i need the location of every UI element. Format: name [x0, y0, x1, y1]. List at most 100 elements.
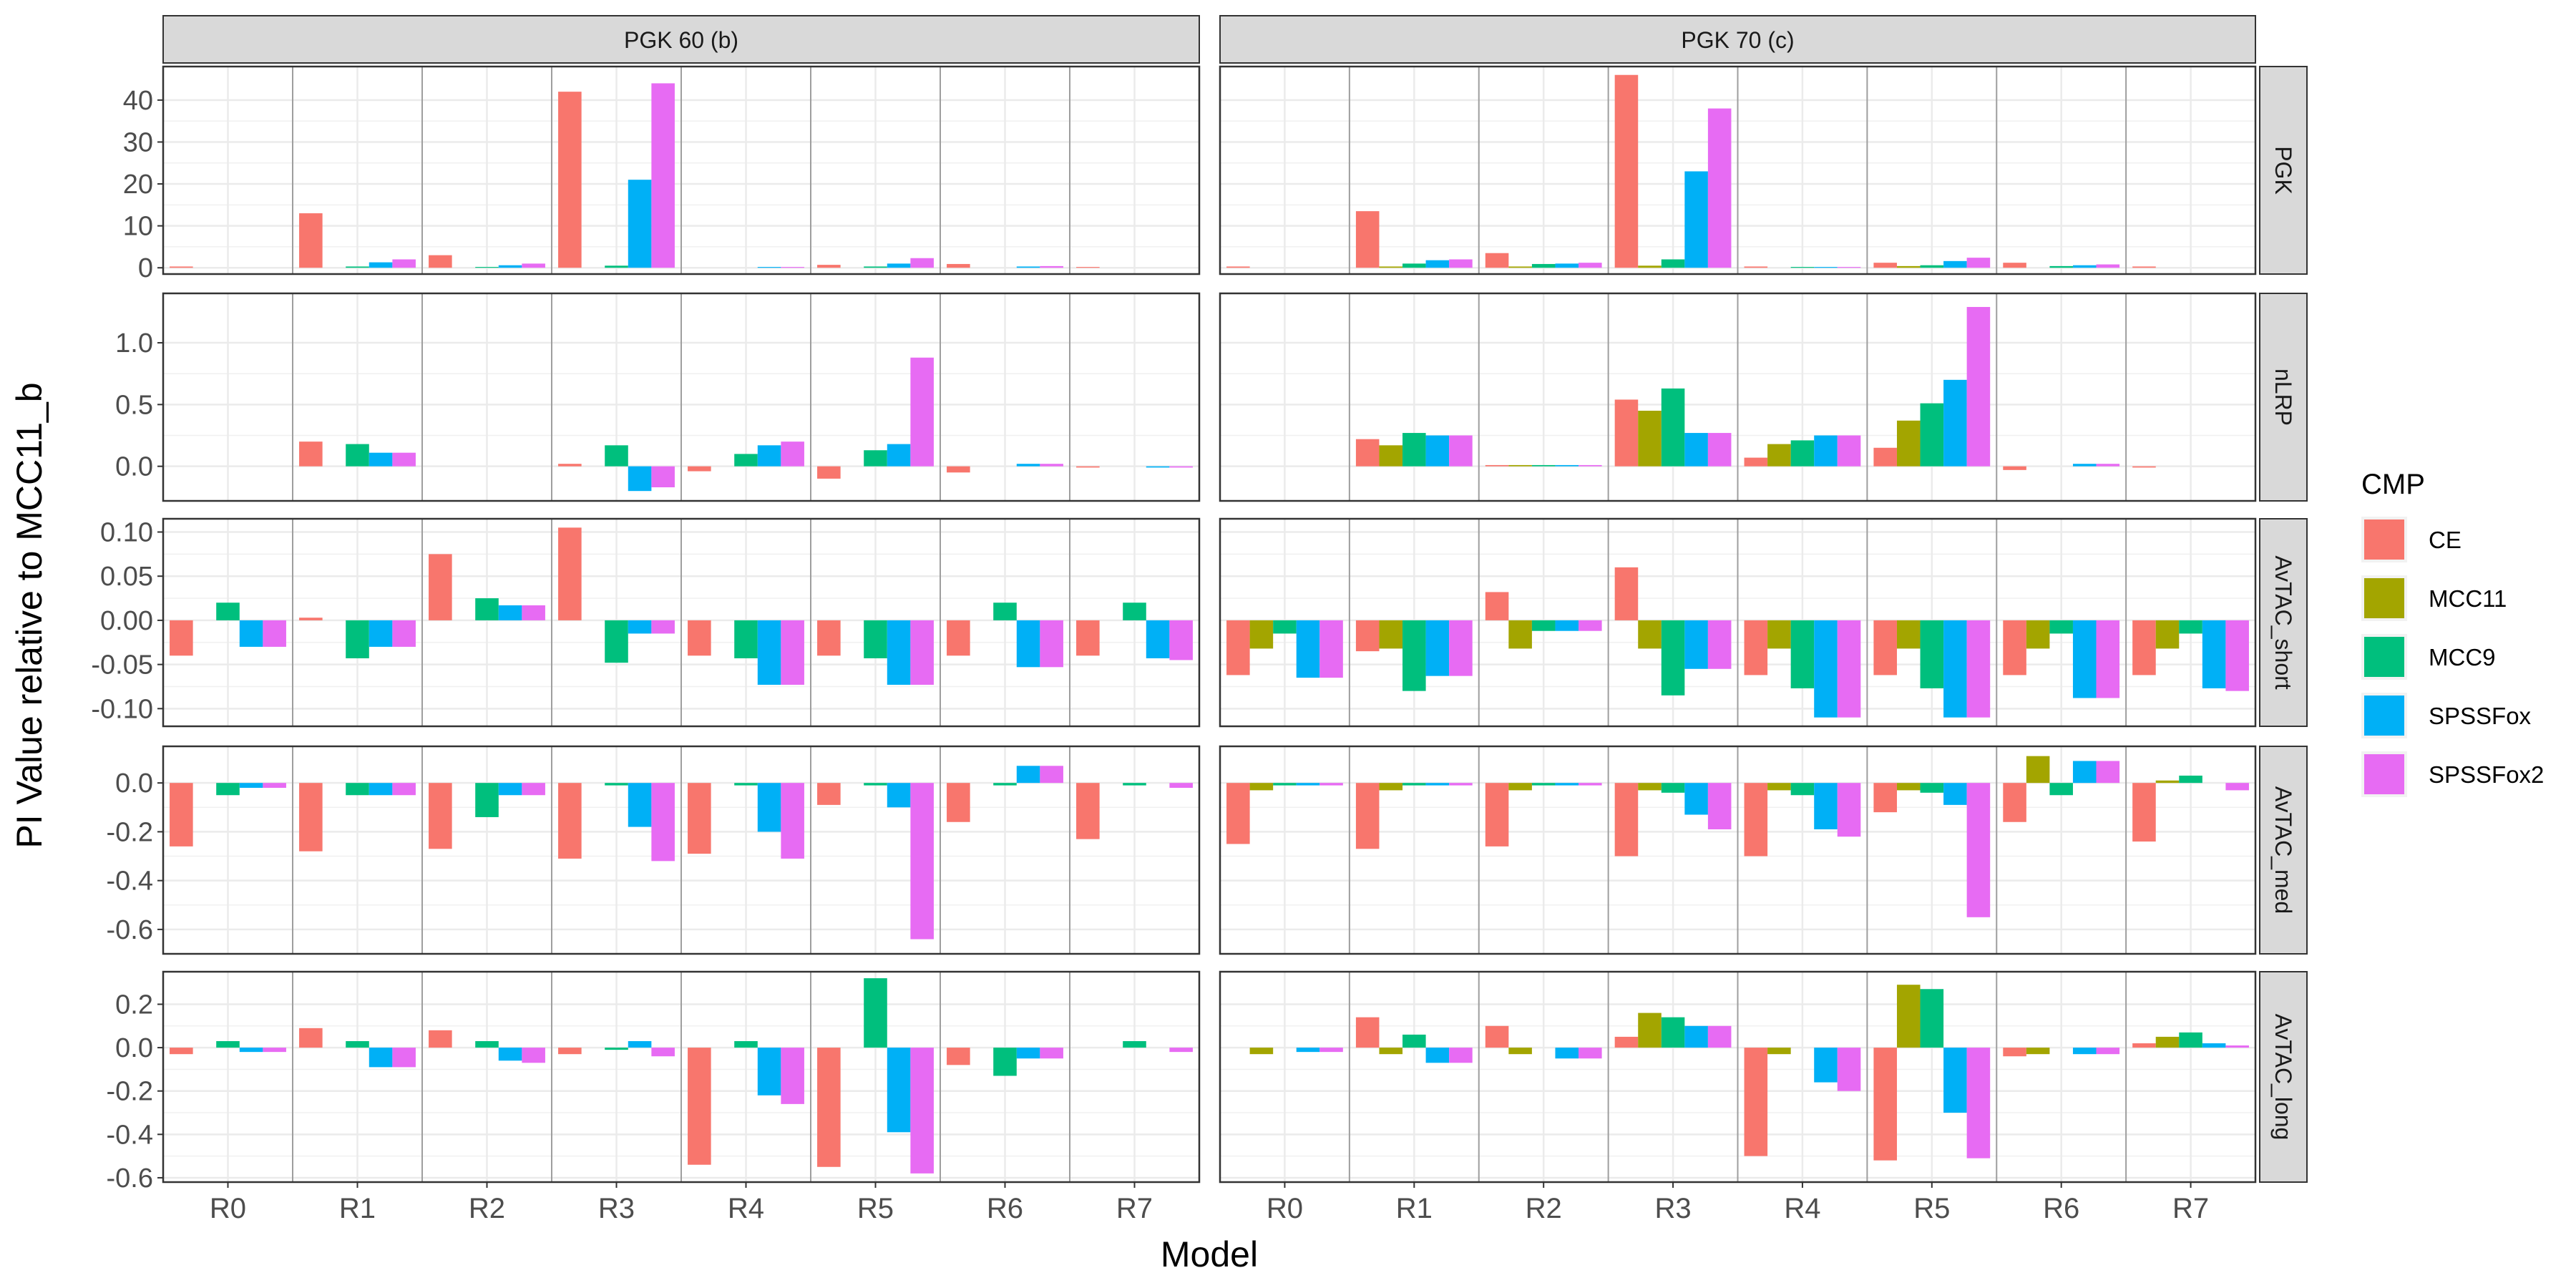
bar	[1249, 783, 1274, 791]
bar	[1485, 592, 1509, 620]
bar	[1319, 1048, 1343, 1053]
panel	[162, 970, 1201, 1184]
bar	[1076, 267, 1100, 268]
bar	[170, 620, 193, 656]
bar	[817, 265, 841, 268]
bar	[1943, 260, 1967, 268]
bar	[346, 266, 369, 268]
bar	[1016, 1048, 1040, 1059]
bar	[628, 620, 652, 634]
bar	[2049, 265, 2073, 268]
panel	[1219, 970, 2257, 1184]
bar	[2179, 620, 2202, 634]
facet-strip-row-label: AvTAC_short	[2270, 555, 2296, 689]
bar	[2049, 783, 2073, 796]
bar	[651, 783, 675, 862]
x-tick-label: R3	[1654, 1193, 1691, 1224]
bar	[369, 1048, 393, 1068]
bar	[2155, 1036, 2180, 1048]
bar	[1226, 266, 1250, 268]
panel	[1219, 65, 2257, 275]
x-tick-label: R1	[339, 1193, 376, 1224]
bar	[1896, 620, 1921, 649]
panel	[1219, 292, 2257, 502]
y-tick-label: -0.4	[107, 1120, 153, 1150]
bar	[1638, 620, 1662, 649]
bar	[1273, 783, 1297, 786]
bar	[1355, 1017, 1380, 1048]
bar	[392, 259, 416, 268]
bar	[1661, 1017, 1685, 1048]
bar	[1016, 266, 1040, 268]
bar	[1169, 466, 1193, 468]
bar	[369, 620, 393, 647]
legend-key	[2364, 578, 2404, 618]
x-tick-label: R7	[1116, 1193, 1153, 1224]
bar	[1814, 783, 1838, 829]
bar	[1920, 403, 1944, 467]
y-tick-label: 0.10	[100, 518, 153, 548]
bar	[1966, 1048, 1991, 1158]
bar	[2003, 1048, 2026, 1057]
bar	[1943, 379, 1967, 467]
bar	[1355, 620, 1380, 652]
bar	[757, 267, 781, 268]
legend-label: CE	[2429, 527, 2462, 553]
bar	[1169, 1048, 1193, 1053]
bar	[1402, 433, 1426, 467]
bar	[757, 783, 781, 832]
bar	[1661, 783, 1685, 793]
panel	[162, 65, 1201, 275]
bar	[1873, 1048, 1897, 1161]
bar	[2225, 620, 2249, 691]
bar	[346, 620, 369, 658]
bar	[1966, 783, 1991, 917]
bar	[1379, 783, 1403, 791]
bar	[1614, 1036, 1639, 1048]
bar	[1896, 783, 1921, 791]
bar	[2026, 756, 2050, 784]
bar	[605, 445, 628, 467]
bar	[864, 978, 887, 1048]
bar	[605, 783, 628, 786]
bar	[1661, 388, 1685, 467]
bar	[1146, 466, 1170, 468]
bar	[1837, 267, 1861, 268]
bar	[1425, 1048, 1450, 1063]
bar	[2132, 783, 2156, 842]
bar	[239, 1048, 263, 1053]
bar	[1814, 620, 1838, 718]
bar	[2225, 1045, 2249, 1048]
x-tick-label: R2	[1526, 1193, 1562, 1224]
bar	[1449, 259, 1473, 268]
x-tick-label: R5	[857, 1193, 894, 1224]
bar	[346, 783, 369, 796]
y-tick-label: 0	[138, 253, 153, 283]
bar	[781, 783, 804, 859]
bar	[1508, 783, 1532, 791]
bar	[392, 1048, 416, 1068]
bar	[299, 618, 323, 620]
bar	[475, 598, 499, 620]
bar	[392, 620, 416, 647]
bar	[651, 466, 675, 488]
bar	[2132, 466, 2156, 468]
bar	[1684, 620, 1708, 669]
bar	[1016, 766, 1040, 784]
legend-key	[2364, 519, 2404, 560]
bar	[2072, 464, 2097, 467]
bar	[1744, 266, 1768, 268]
bar	[864, 783, 887, 786]
bar	[1814, 267, 1838, 268]
y-tick-label: 30	[123, 127, 153, 157]
legend-label: MCC11	[2429, 585, 2507, 612]
bar	[1896, 985, 1921, 1048]
bar	[1614, 399, 1639, 467]
bar	[651, 83, 675, 268]
bar	[817, 1048, 841, 1167]
bar	[1296, 620, 1320, 678]
x-tick-label: R5	[1913, 1193, 1950, 1224]
bar	[1531, 464, 1556, 467]
y-tick-label: -0.6	[107, 1163, 153, 1194]
